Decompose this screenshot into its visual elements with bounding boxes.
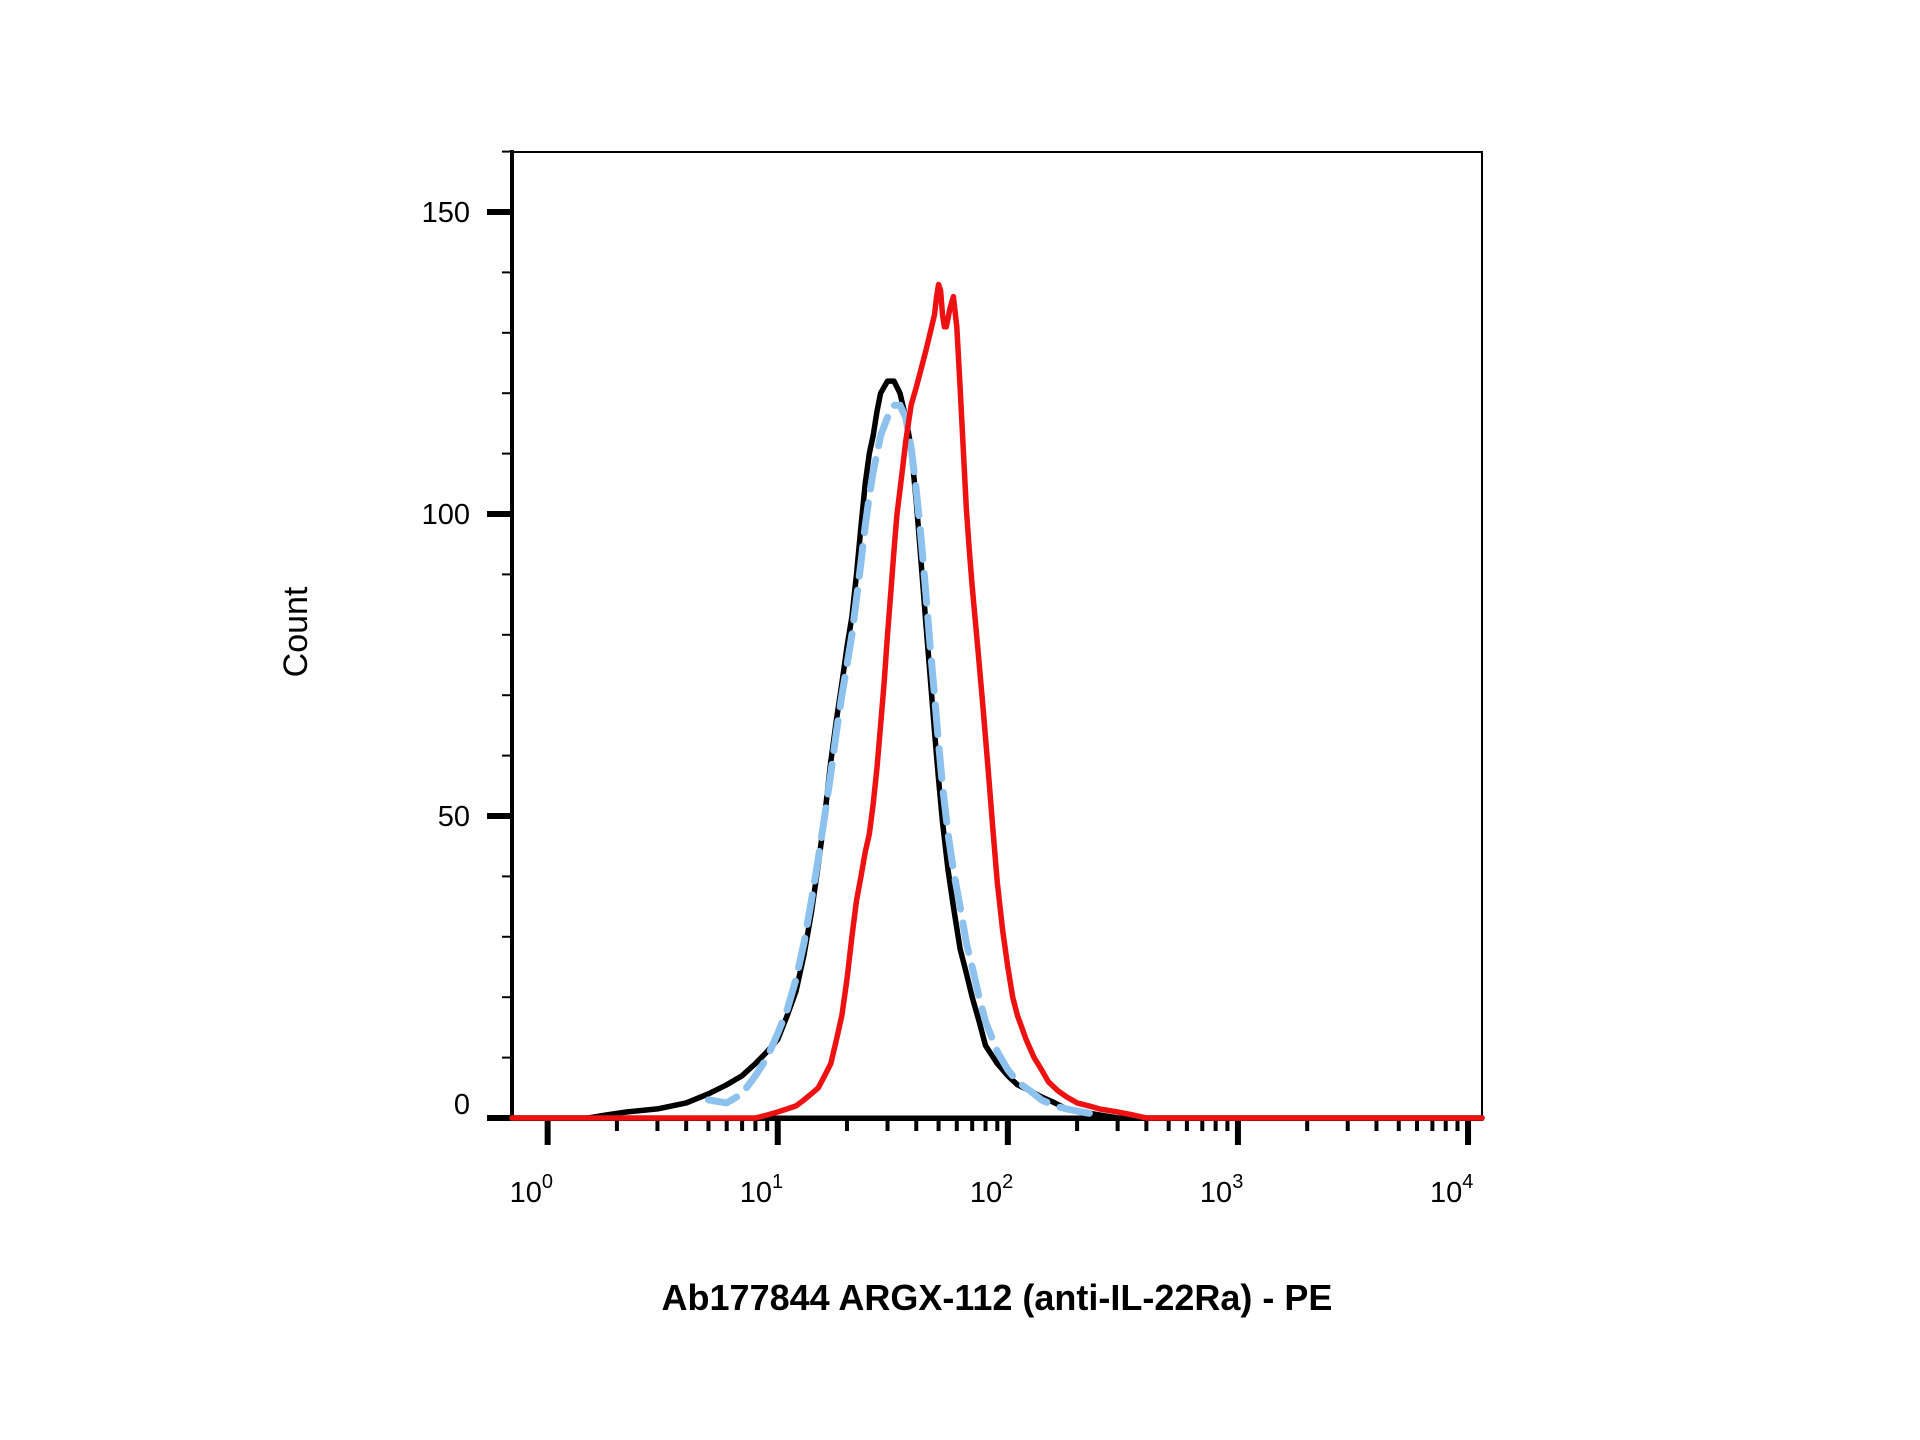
x-tick-label: 102 (970, 1171, 1013, 1209)
y-tick-label: 150 (422, 197, 470, 229)
histogram-series-1 (509, 378, 1485, 1121)
y-axis-title: Count (277, 586, 315, 677)
x-tick-label: 100 (510, 1171, 553, 1209)
x-tick-label: 104 (1430, 1171, 1473, 1209)
x-tick-base: 10 (740, 1177, 772, 1209)
x-major-ticks (544, 1118, 1472, 1145)
x-tick-label: 103 (1200, 1171, 1243, 1209)
x-tick-base: 10 (510, 1177, 542, 1209)
x-tick-exponent: 3 (1232, 1171, 1243, 1193)
x-minor-ticks (614, 1118, 1460, 1131)
histogram-series-2 (705, 401, 1103, 1119)
x-tick-exponent: 0 (542, 1171, 553, 1193)
series-layer (509, 281, 1485, 1121)
x-tick-base: 10 (1430, 1177, 1462, 1209)
x-tick-exponent: 4 (1462, 1171, 1473, 1193)
y-minor-ticks (502, 150, 512, 1059)
x-tick-exponent: 1 (772, 1171, 783, 1193)
y-tick-label: 100 (422, 499, 470, 531)
y-major-ticks (487, 209, 512, 1121)
x-axis-title: Ab177844 ARGX-112 (anti-IL-22Ra) - PE (662, 1277, 1333, 1318)
x-tick-labels: 100 101 102 103 104 (510, 1171, 1474, 1209)
y-tick-label: 0 (454, 1089, 470, 1121)
x-tick-label: 101 (740, 1171, 783, 1209)
y-tick-labels: 0 50 100 150 (422, 197, 470, 1121)
y-tick-label: 50 (438, 801, 470, 833)
x-tick-base: 10 (970, 1177, 1002, 1209)
plot-frame (511, 151, 1483, 1121)
x-tick-base: 10 (1200, 1177, 1232, 1209)
histogram-series-3 (509, 281, 1485, 1121)
x-tick-exponent: 2 (1002, 1171, 1013, 1193)
